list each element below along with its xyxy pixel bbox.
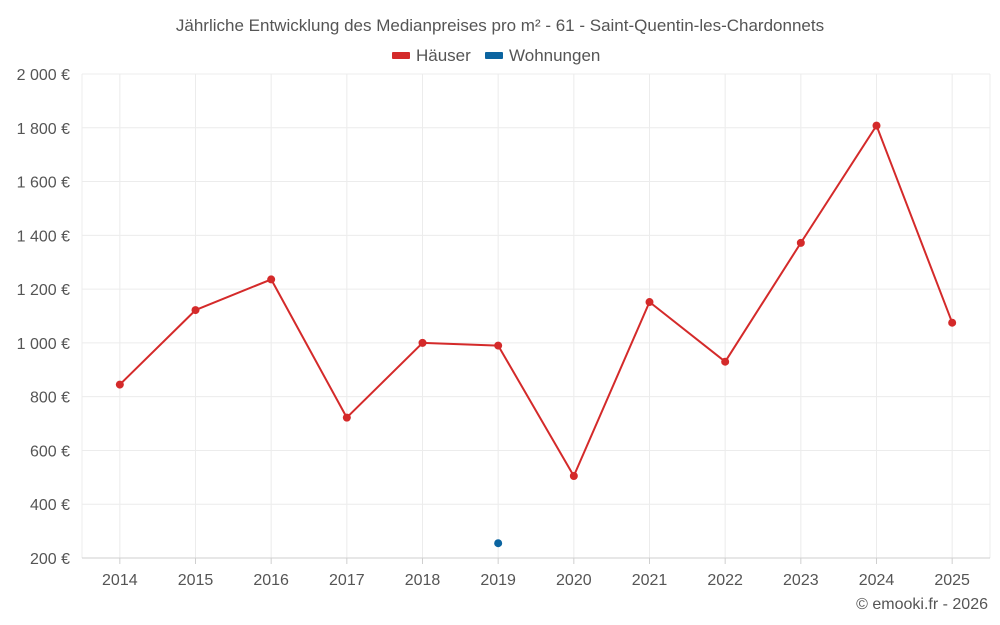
grid (82, 73, 990, 558)
x-tick-label: 2025 (934, 572, 970, 589)
y-tick-label: 1 400 € (17, 228, 70, 245)
y-tick-label: 1 200 € (17, 282, 70, 299)
y-tick-label: 1 800 € (17, 121, 70, 138)
legend-label-apartments: Wohnungen (509, 46, 600, 65)
data-point-houses-2014[interactable] (115, 380, 124, 389)
x-tick-label: 2022 (707, 572, 743, 589)
x-tick-label: 2016 (253, 572, 289, 589)
data-point-houses-2021[interactable] (645, 298, 654, 307)
y-tick-label: 1 600 € (17, 175, 70, 192)
y-tick-label: 2 000 € (17, 67, 70, 84)
chart-title: Jährliche Entwicklung des Medianpreises … (176, 16, 824, 35)
x-tick-label: 2018 (405, 572, 441, 589)
x-tick-label: 2021 (632, 572, 668, 589)
data-point-houses-2024[interactable] (872, 121, 881, 130)
legend: Häuser Wohnungen (392, 46, 600, 65)
x-tick-label: 2023 (783, 572, 819, 589)
y-tick-label: 1 000 € (17, 336, 70, 353)
data-point-houses-2016[interactable] (267, 275, 276, 284)
data-point-houses-2020[interactable] (569, 471, 578, 480)
y-tick-label: 800 € (30, 390, 70, 407)
x-tick-label: 2019 (480, 572, 516, 589)
legend-swatch-houses (392, 52, 410, 59)
x-tick-label: 2014 (102, 572, 138, 589)
legend-item-apartments[interactable]: Wohnungen (485, 46, 600, 65)
data-point-houses-2015[interactable] (191, 306, 200, 315)
y-tick-label: 400 € (30, 497, 70, 514)
y-tick-label: 200 € (30, 551, 70, 568)
x-tick-label: 2017 (329, 572, 365, 589)
legend-label-houses: Häuser (416, 46, 471, 65)
data-point-houses-2019[interactable] (494, 341, 503, 350)
data-point-houses-2025[interactable] (948, 318, 957, 327)
legend-swatch-apartments (485, 52, 503, 59)
data-point-apartments-2019[interactable] (494, 539, 503, 548)
y-tick-label: 600 € (30, 443, 70, 460)
data-point-houses-2023[interactable] (796, 238, 805, 247)
series (115, 121, 957, 548)
data-point-houses-2017[interactable] (342, 413, 351, 422)
credit-text: © emooki.fr - 2026 (856, 596, 988, 613)
legend-item-houses[interactable]: Häuser (392, 46, 471, 65)
x-tick-label: 2024 (859, 572, 895, 589)
axes: 200 € 400 € 600 € 800 € 1 000 € 1 200 € 1 400 … (17, 67, 991, 589)
data-point-houses-2018[interactable] (418, 338, 427, 347)
series-line-houses (119, 124, 954, 477)
x-tick-label: 2015 (178, 572, 214, 589)
x-tick-label: 2020 (556, 572, 592, 589)
data-point-houses-2022[interactable] (721, 357, 730, 366)
